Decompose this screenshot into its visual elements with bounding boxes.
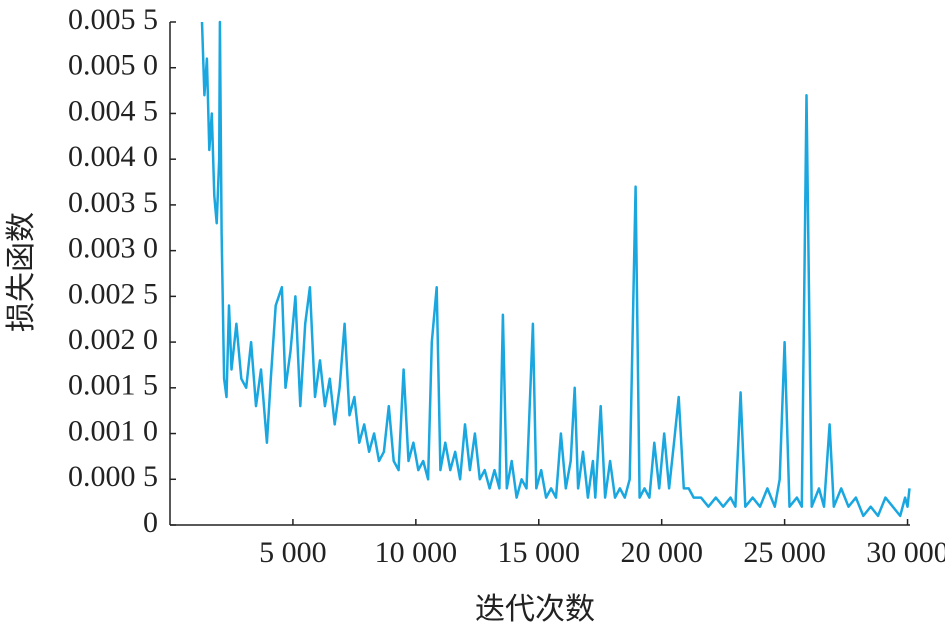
y-tick-label: 0.002 0 bbox=[68, 323, 158, 356]
data-line bbox=[200, 20, 911, 518]
y-tick-label: 0.004 5 bbox=[68, 94, 158, 127]
x-tick-label: 15 000 bbox=[498, 536, 581, 569]
y-tick-label: 0.004 0 bbox=[68, 140, 158, 173]
x-tick-label: 25 000 bbox=[743, 536, 826, 569]
y-tick-label: 0.001 5 bbox=[68, 369, 158, 402]
y-tick-label: 0.002 5 bbox=[68, 277, 158, 310]
x-tick-label: 20 000 bbox=[620, 536, 703, 569]
x-tick-label: 5 000 bbox=[259, 536, 327, 569]
x-tick-label: 10 000 bbox=[375, 536, 458, 569]
y-tick-label: 0.000 5 bbox=[68, 460, 158, 493]
y-tick-label: 0.003 0 bbox=[68, 232, 158, 265]
y-tick-label: 0 bbox=[143, 506, 158, 539]
y-tick-label: 0.001 0 bbox=[68, 414, 158, 447]
y-tick-label: 0.005 0 bbox=[68, 49, 158, 82]
y-axis-label: 损失函数 bbox=[5, 212, 38, 332]
x-tick-label: 30 000 bbox=[866, 536, 945, 569]
y-tick-label: 0.005 5 bbox=[68, 3, 158, 36]
y-tick-label: 0.003 5 bbox=[68, 186, 158, 219]
x-axis-label: 迭代次数 bbox=[475, 593, 595, 626]
